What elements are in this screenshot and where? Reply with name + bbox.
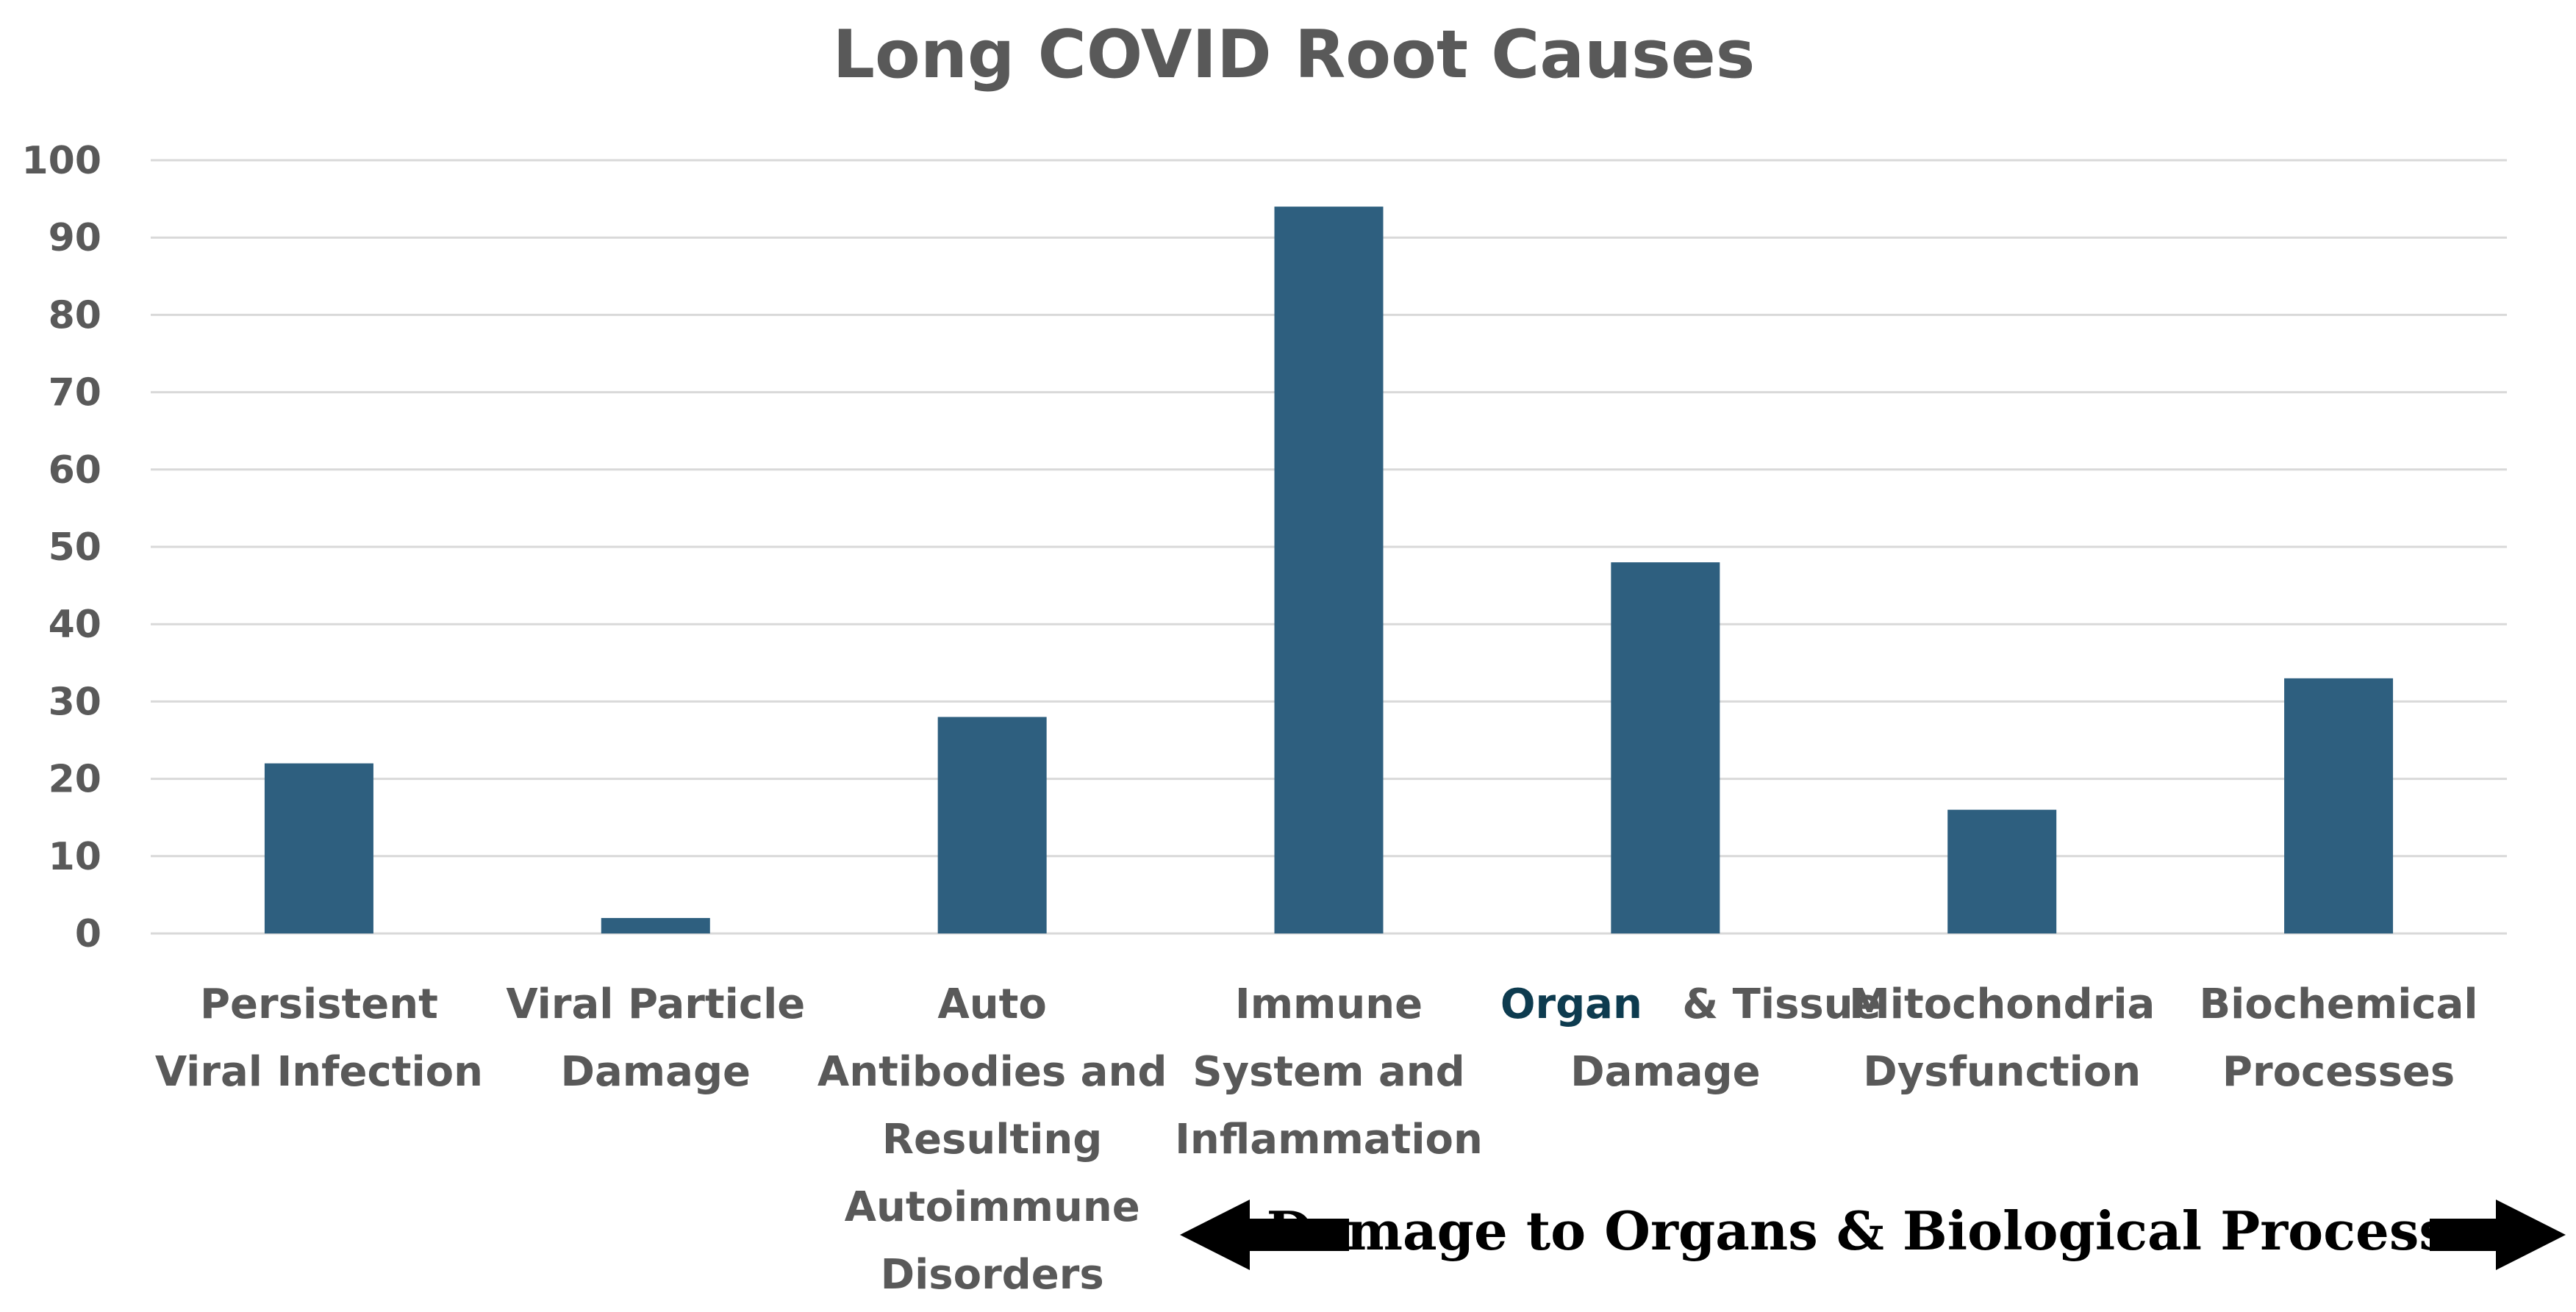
y-tick-label: 0 <box>75 912 101 956</box>
y-axis-ticks: 0 10 20 30 40 50 60 70 80 90 100 <box>21 139 101 956</box>
x-category-label: Biochemical Processes <box>2200 981 2478 1096</box>
bar <box>264 763 373 933</box>
x-category-label: Auto Antibodies and Resulting Autoimmune Dis… <box>817 981 1167 1299</box>
right-arrow-icon <box>2430 1200 2566 1270</box>
left-arrow-icon <box>1180 1200 1349 1270</box>
y-tick-label: 90 <box>49 216 101 260</box>
y-tick-label: 70 <box>49 371 101 415</box>
x-category-label: Mitochondria Dysfunction <box>1849 981 2155 1096</box>
y-tick-label: 80 <box>49 293 101 337</box>
x-category-label: Immune System and Inflammation <box>1175 981 1483 1164</box>
bar <box>2284 678 2394 933</box>
x-category-label: Organ & Tissue Damage <box>1500 981 1881 1096</box>
x-category-label: Viral Particle Damage <box>506 981 805 1096</box>
bar <box>937 717 1047 933</box>
x-category-label: Persistent Viral Infection <box>155 981 483 1096</box>
y-tick-label: 10 <box>49 835 101 879</box>
bar <box>1274 207 1384 933</box>
bars <box>264 207 2394 933</box>
y-tick-label: 50 <box>49 526 101 570</box>
y-tick-label: 100 <box>21 139 101 183</box>
bar <box>1611 562 1720 933</box>
chart-title: Long COVID Root Causes <box>833 16 1756 93</box>
y-tick-label: 60 <box>49 448 101 492</box>
y-tick-label: 20 <box>49 758 101 802</box>
bar <box>601 917 710 933</box>
banner-annotation: Damage to Organs & Biological Processes <box>1267 1200 2513 1262</box>
y-tick-label: 40 <box>49 603 101 647</box>
bar <box>1947 809 2057 933</box>
damage-banner: Damage to Organs & Biological Processes <box>1180 1200 2566 1270</box>
y-tick-label: 30 <box>49 680 101 724</box>
